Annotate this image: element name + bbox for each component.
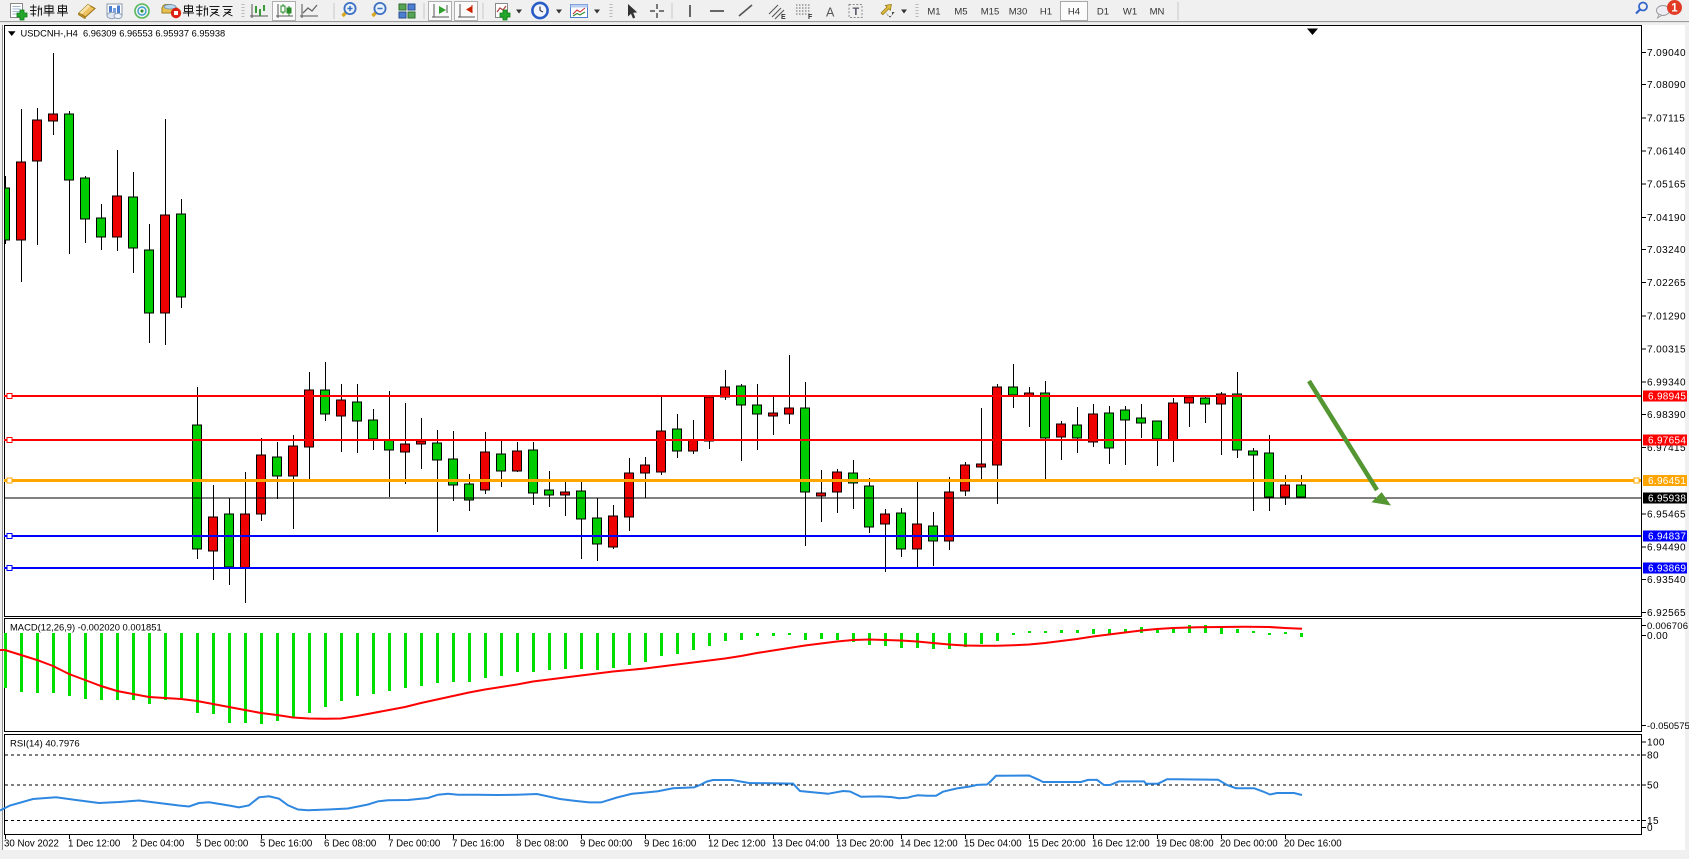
svg-text:6.97654: 6.97654 — [1648, 436, 1686, 447]
svg-text:19 Dec 08:00: 19 Dec 08:00 — [1156, 839, 1214, 850]
svg-text:M5: M5 — [954, 7, 967, 18]
svg-text:16 Dec 12:00: 16 Dec 12:00 — [1092, 839, 1150, 850]
svg-text:MACD(12,26,9) -0.002020 0.0018: MACD(12,26,9) -0.002020 0.001851 — [10, 622, 162, 633]
svg-text:7 Dec 16:00: 7 Dec 16:00 — [452, 839, 505, 850]
svg-text:H4: H4 — [1068, 7, 1080, 18]
svg-text:7.08090: 7.08090 — [1647, 80, 1686, 91]
svg-text:6.95938: 6.95938 — [1648, 494, 1686, 505]
svg-text:20 Dec 16:00: 20 Dec 16:00 — [1284, 839, 1342, 850]
svg-text:-0.050575: -0.050575 — [1647, 721, 1689, 732]
svg-text:1 Dec 12:00: 1 Dec 12:00 — [68, 839, 121, 850]
svg-text:7.09040: 7.09040 — [1647, 48, 1686, 59]
svg-text:7.06140: 7.06140 — [1647, 147, 1686, 158]
svg-text:RSI(14) 40.7976: RSI(14) 40.7976 — [10, 739, 80, 750]
svg-text:30 Nov 2022: 30 Nov 2022 — [4, 839, 59, 850]
svg-text:7.07115: 7.07115 — [1647, 113, 1685, 124]
svg-text:5 Dec 00:00: 5 Dec 00:00 — [196, 839, 249, 850]
svg-text:6.92565: 6.92565 — [1647, 608, 1686, 619]
svg-text:6.94490: 6.94490 — [1647, 543, 1686, 554]
svg-text:M30: M30 — [1009, 7, 1027, 18]
svg-text:E: E — [781, 14, 786, 21]
svg-text:80: 80 — [1647, 751, 1659, 762]
svg-text:15: 15 — [1647, 816, 1659, 827]
svg-text:7.03240: 7.03240 — [1647, 245, 1686, 256]
svg-text:15 Dec 20:00: 15 Dec 20:00 — [1028, 839, 1086, 850]
svg-text:6.94837: 6.94837 — [1648, 532, 1686, 543]
svg-text:6.93869: 6.93869 — [1648, 564, 1686, 575]
svg-text:14 Dec 12:00: 14 Dec 12:00 — [900, 839, 958, 850]
svg-text:W1: W1 — [1123, 7, 1137, 18]
svg-text:8 Dec 08:00: 8 Dec 08:00 — [516, 839, 569, 850]
svg-text:9 Dec 00:00: 9 Dec 00:00 — [580, 839, 633, 850]
svg-text:USDCNH-,H4 6.96309 6.96553 6.: USDCNH-,H4 6.96309 6.96553 6.95937 6.959… — [21, 28, 226, 38]
svg-text:6.98390: 6.98390 — [1647, 410, 1686, 421]
svg-text:0: 0 — [1647, 823, 1653, 834]
svg-text:T: T — [853, 6, 860, 18]
svg-text:5 Dec 16:00: 5 Dec 16:00 — [260, 839, 313, 850]
svg-text:100: 100 — [1647, 738, 1665, 749]
svg-text:0.00: 0.00 — [1647, 631, 1668, 642]
svg-text:M15: M15 — [981, 7, 999, 18]
svg-text:13 Dec 20:00: 13 Dec 20:00 — [836, 839, 894, 850]
svg-text:7 Dec 00:00: 7 Dec 00:00 — [388, 839, 441, 850]
svg-text:7.00315: 7.00315 — [1647, 345, 1686, 356]
svg-text:2 Dec 04:00: 2 Dec 04:00 — [132, 839, 185, 850]
svg-text:7.02265: 7.02265 — [1647, 278, 1686, 289]
svg-text:6.98945: 6.98945 — [1648, 392, 1686, 403]
svg-text:6.95465: 6.95465 — [1647, 509, 1686, 520]
svg-text:7.01290: 7.01290 — [1647, 311, 1686, 322]
svg-text:H1: H1 — [1040, 7, 1052, 18]
svg-text:0.006706: 0.006706 — [1647, 621, 1688, 632]
svg-text:D1: D1 — [1097, 7, 1109, 18]
svg-text:6.96451: 6.96451 — [1648, 476, 1686, 487]
svg-text:9 Dec 16:00: 9 Dec 16:00 — [644, 839, 697, 850]
svg-text:7.04190: 7.04190 — [1647, 213, 1686, 224]
svg-text:6.97415: 6.97415 — [1647, 443, 1686, 454]
svg-text:50: 50 — [1647, 781, 1659, 792]
svg-text:A: A — [826, 6, 835, 20]
svg-text:12 Dec 12:00: 12 Dec 12:00 — [708, 839, 766, 850]
svg-text:MN: MN — [1150, 7, 1165, 18]
svg-text:6.93540: 6.93540 — [1647, 575, 1686, 586]
svg-text:7.05165: 7.05165 — [1647, 180, 1686, 191]
svg-text:13 Dec 04:00: 13 Dec 04:00 — [772, 839, 830, 850]
svg-text:20 Dec 00:00: 20 Dec 00:00 — [1220, 839, 1278, 850]
svg-text:6 Dec 08:00: 6 Dec 08:00 — [324, 839, 377, 850]
svg-text:1: 1 — [1671, 3, 1678, 15]
svg-text:F: F — [808, 14, 813, 21]
svg-text:15 Dec 04:00: 15 Dec 04:00 — [964, 839, 1022, 850]
svg-text:6.99340: 6.99340 — [1647, 378, 1686, 389]
svg-text:M1: M1 — [927, 7, 940, 18]
